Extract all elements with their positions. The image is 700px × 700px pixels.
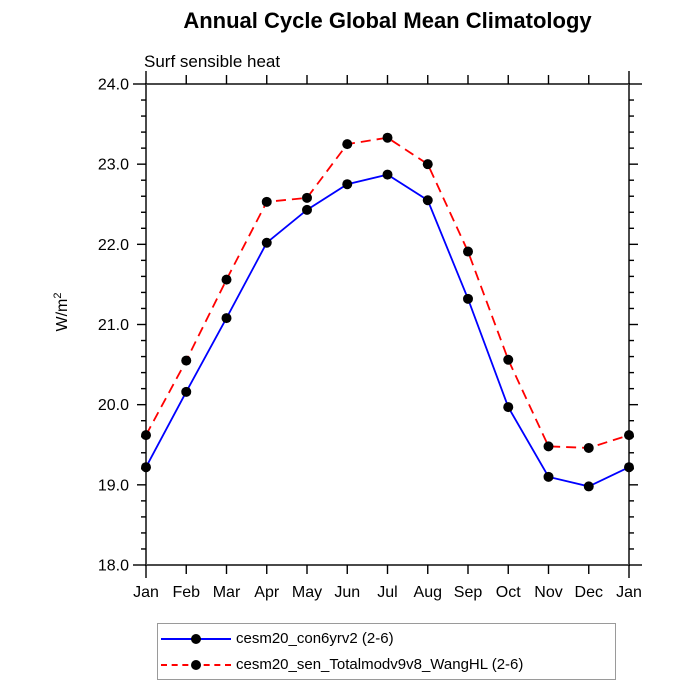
data-point-marker [382, 169, 393, 180]
x-axis-labels: Jan Feb Mar Apr May Jun Jul Aug Sep Oct Nov Dec Jan [133, 584, 642, 601]
x-tick-label: Nov [534, 584, 562, 601]
legend-item-series-1: cesm20_sen_Totalmodv9v8_WangHL (2-6) [161, 652, 615, 678]
series-line-0 [145, 173, 630, 488]
y-axis-labels: 18.0 19.0 20.0 21.0 22.0 23.0 24.0 [98, 77, 129, 575]
x-axis-ticks [145, 71, 630, 578]
data-point-marker [583, 442, 594, 453]
data-point-marker [342, 179, 353, 190]
data-point-marker [141, 462, 151, 473]
y-tick-label: 24.0 [98, 77, 129, 94]
y-tick-label: 23.0 [98, 157, 129, 174]
legend-label-series-0: cesm20_con6yrv2 (2-6) [236, 630, 394, 647]
legend-line-sample-solid [161, 633, 231, 645]
y-tick-label: 21.0 [98, 317, 129, 334]
data-point-marker [261, 237, 272, 248]
x-tick-label: Jan [616, 584, 642, 601]
data-point-marker [342, 139, 353, 150]
x-tick-label: Apr [254, 584, 280, 601]
x-tick-label: Jul [377, 584, 397, 601]
legend-marker-dot-icon [191, 633, 201, 644]
legend-label-series-1: cesm20_sen_Totalmodv9v8_WangHL (2-6) [236, 656, 524, 673]
data-point-marker [624, 430, 634, 441]
chart-subtitle: Surf sensible heat [144, 52, 281, 71]
data-point-marker [543, 441, 554, 452]
data-point-marker [382, 132, 393, 143]
plot-area: Jan Feb Mar Apr May Jun Jul Aug Sep Oct Nov Dec Jan1… [52, 71, 642, 601]
data-point-marker [463, 246, 473, 257]
series-lines [145, 136, 630, 488]
x-tick-label: May [292, 584, 322, 601]
x-tick-label: Sep [454, 584, 483, 601]
y-tick-label: 19.0 [98, 477, 129, 494]
y-tick-label: 18.0 [98, 558, 129, 575]
data-point-marker [503, 402, 514, 413]
data-point-marker [422, 159, 433, 170]
data-point-marker [503, 354, 514, 365]
legend-marker-dot-icon [191, 659, 201, 670]
x-tick-label: Feb [172, 584, 200, 601]
data-point-marker [463, 293, 473, 304]
y-axis-ticks [133, 83, 642, 566]
data-point-marker [543, 471, 554, 482]
data-point-marker [141, 430, 151, 441]
x-tick-label: Aug [414, 584, 442, 601]
series-line-1 [145, 136, 630, 449]
x-tick-label: Dec [575, 584, 603, 601]
data-point-marker [583, 481, 594, 492]
axis-frame [145, 83, 630, 566]
data-point-marker [422, 195, 433, 206]
y-axis-title-text: W/m2 [52, 293, 71, 332]
data-point-marker [261, 196, 272, 207]
y-tick-label: 20.0 [98, 397, 129, 414]
legend-item-series-0: cesm20_con6yrv2 (2-6) [161, 626, 615, 652]
data-point-marker [221, 274, 232, 285]
data-point-marker [302, 204, 312, 215]
y-axis-title: W/m2 [52, 293, 71, 332]
y-tick-label: 22.0 [98, 237, 129, 254]
legend: cesm20_con6yrv2 (2-6) cesm20_sen_Totalmo… [157, 623, 616, 680]
data-point-marker [181, 386, 192, 397]
data-point-marker [221, 313, 232, 324]
chart-title: Annual Cycle Global Mean Climatology [183, 8, 592, 33]
data-point-marker [302, 192, 312, 203]
series-markers [141, 132, 634, 492]
data-point-marker [624, 462, 634, 473]
x-tick-label: Jun [334, 584, 360, 601]
legend-line-sample-dashed [161, 659, 231, 671]
data-point-marker [181, 355, 192, 366]
x-tick-label: Jan [133, 584, 159, 601]
x-tick-label: Mar [213, 584, 241, 601]
x-tick-label: Oct [496, 584, 521, 601]
